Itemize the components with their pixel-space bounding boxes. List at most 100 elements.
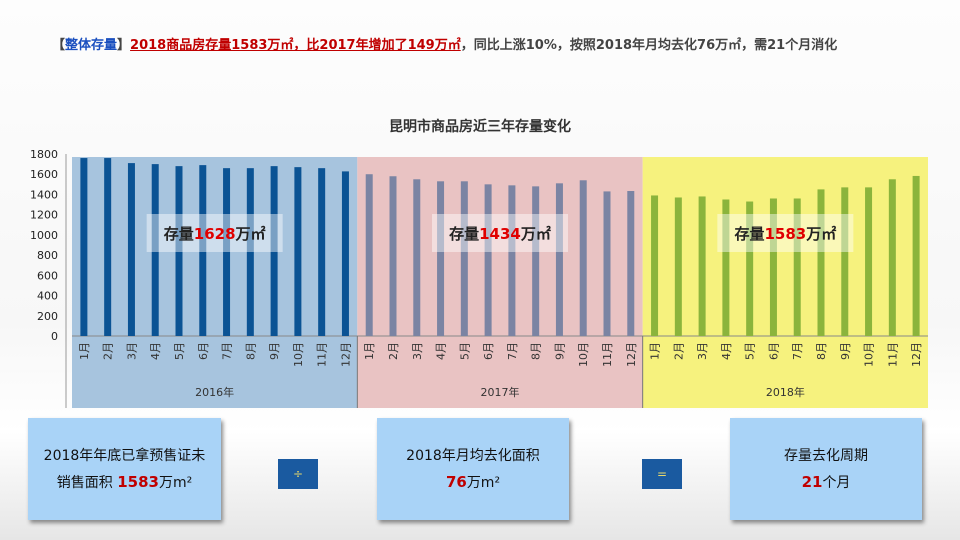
month-label: 3月	[696, 342, 709, 360]
month-label: 1月	[363, 342, 376, 360]
month-label: 7月	[506, 342, 519, 360]
month-label: 10月	[863, 342, 876, 367]
bar	[151, 164, 159, 336]
bar	[698, 196, 706, 336]
monthly-absorption-box: 2018年月均去化面积 76万m²	[377, 418, 569, 520]
month-label: 7月	[221, 342, 234, 360]
month-label: 9月	[553, 342, 566, 360]
bar	[175, 166, 183, 336]
month-label: 6月	[767, 342, 780, 360]
month-label: 11月	[316, 342, 329, 367]
bar	[865, 187, 873, 336]
headline-emphasis: 2018商品房存量1583万㎡，比2017年增加了149万㎡	[130, 38, 461, 53]
divide-sign: ÷	[278, 459, 318, 489]
bar	[603, 191, 611, 336]
y-tick-label: 1000	[30, 229, 58, 242]
month-label: 12月	[339, 342, 352, 367]
bar	[270, 166, 278, 336]
y-tick-label: 200	[37, 310, 58, 323]
bar	[484, 184, 492, 336]
month-label: 8月	[244, 342, 257, 360]
y-tick-label: 1600	[30, 168, 58, 181]
year-band-0	[72, 157, 358, 408]
month-label: 3月	[125, 342, 138, 360]
month-label: 4月	[149, 342, 162, 360]
year-band-2	[642, 157, 928, 408]
month-label: 2月	[102, 342, 115, 360]
bar	[223, 168, 231, 336]
month-label: 10月	[292, 342, 305, 367]
y-tick-label: 1800	[30, 148, 58, 161]
bar	[294, 167, 302, 336]
y-tick-label: 600	[37, 269, 58, 282]
month-label: 9月	[268, 342, 281, 360]
box-value: 1583	[117, 472, 159, 491]
month-label: 11月	[601, 342, 614, 367]
bar	[80, 158, 88, 336]
bar	[627, 191, 635, 336]
bar	[674, 197, 682, 336]
month-label: 11月	[886, 342, 899, 367]
box-text: 2018年月均去化面积	[406, 447, 540, 464]
bar	[365, 174, 373, 336]
month-label: 6月	[482, 342, 495, 360]
month-label: 3月	[411, 342, 424, 360]
chart-title: 昆明市商品房近三年存量变化	[389, 119, 571, 135]
box-text: 2018年年底已拿预售证未	[43, 447, 206, 464]
stock-label-box	[432, 214, 568, 252]
stock-label-box	[717, 214, 854, 252]
headline: 【整体存量】2018商品房存量1583万㎡，比2017年增加了149万㎡，同比上…	[52, 34, 892, 58]
month-label: 4月	[720, 342, 733, 360]
bar	[508, 185, 516, 336]
month-label: 5月	[744, 342, 757, 360]
month-label: 10月	[577, 342, 590, 367]
y-tick-label: 0	[51, 330, 58, 343]
month-label: 12月	[910, 342, 923, 367]
bar	[389, 176, 397, 336]
month-label: 8月	[530, 342, 543, 360]
bar	[341, 171, 349, 336]
bar	[104, 158, 112, 336]
month-label: 9月	[839, 342, 852, 360]
y-tick-label: 1200	[30, 209, 58, 222]
month-label: 5月	[458, 342, 471, 360]
absorption-period-box: 存量去化周期 21个月	[730, 418, 922, 520]
month-label: 1月	[78, 342, 91, 360]
equals-sign: =	[642, 459, 682, 489]
stock-label-box	[146, 214, 283, 252]
y-tick-label: 1400	[30, 188, 58, 201]
month-label: 2月	[672, 342, 685, 360]
bar	[127, 163, 135, 336]
year-label: 2016年	[195, 385, 234, 399]
box-unit: 万m²	[466, 474, 501, 491]
box-unit: 万m²	[158, 474, 193, 491]
bar	[413, 179, 421, 336]
month-label: 4月	[435, 342, 448, 360]
box-text: 销售面积	[56, 474, 118, 491]
bar	[579, 180, 587, 336]
headline-rest: ，同比上涨10%，按照2018年月均去化76万㎡，需21个月消化	[460, 38, 838, 53]
box-value: 21	[801, 472, 823, 491]
bar	[817, 189, 825, 336]
headline-tag: 整体存量	[65, 38, 118, 53]
y-tick-label: 400	[37, 290, 58, 303]
year-band-1	[357, 157, 643, 408]
bar	[888, 179, 896, 336]
bar	[437, 181, 445, 336]
bar	[460, 181, 468, 336]
bar	[841, 187, 849, 336]
month-label: 2月	[387, 342, 400, 360]
box-unit: 个月	[822, 474, 851, 491]
bar	[532, 186, 540, 336]
month-label: 7月	[791, 342, 804, 360]
month-label: 8月	[815, 342, 828, 360]
stock-label: 存量1583万㎡	[734, 225, 836, 243]
month-label: 5月	[173, 342, 186, 360]
stock-label: 存量1434万㎡	[449, 225, 551, 243]
year-label: 2018年	[766, 385, 805, 399]
bracket: 】	[117, 38, 131, 53]
year-label: 2017年	[481, 385, 520, 399]
bar	[555, 183, 563, 336]
bar	[746, 201, 754, 336]
